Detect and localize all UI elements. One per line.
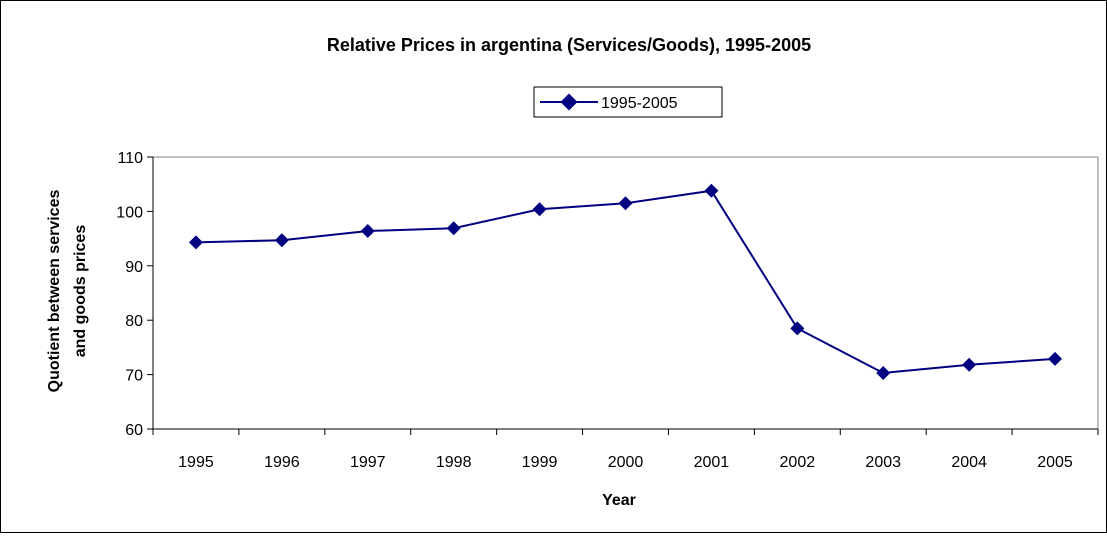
y-tick-label: 60 [125,422,143,439]
data-point-marker [274,233,289,248]
data-point-marker [532,202,547,217]
x-tick-label: 2005 [1037,454,1073,471]
series-line [195,189,1056,374]
y-tick-label: 90 [125,259,143,276]
y-tick-label: 70 [125,368,143,385]
plot-area: 60 70 80 90 100 110 1995 1996 1997 1998 1999 2000 20… [116,150,1099,471]
data-point-marker [876,365,891,380]
x-tick-label: 2003 [865,454,901,471]
legend-label: 1995-2005 [601,95,678,112]
x-tick-label: 2001 [694,454,730,471]
x-tick-label: 2002 [780,454,816,471]
data-point-marker [704,183,719,198]
data-point-marker [188,235,203,250]
y-axis-title-line-1: Quotient between services [46,190,63,393]
x-tick-label: 1995 [178,454,214,471]
legend-diamond-marker [560,93,578,111]
x-tick-label: 1997 [350,454,386,471]
chart-title: Relative Prices in argentina (Services/G… [327,35,811,55]
x-tick-label: 2000 [608,454,644,471]
x-tick-label: 1998 [436,454,472,471]
y-axis-title: Quotient between services and goods pric… [46,190,89,393]
data-point-marker [790,321,805,336]
data-point-marker [446,221,461,236]
y-axis-title-line-2: and goods prices [72,225,89,358]
data-point-marker [962,357,977,372]
x-tick-label: 1999 [522,454,558,471]
data-point-marker [618,196,633,211]
y-tick-label: 100 [116,204,143,221]
y-tick-label: 80 [125,313,143,330]
x-axis-title: Year [602,492,636,509]
y-tick-label: 110 [117,150,143,167]
legend: 1995-2005 [533,86,723,118]
data-point-marker [360,223,375,238]
x-tick-label: 1996 [264,454,300,471]
data-point-marker [1048,351,1063,366]
x-tick-label: 2004 [951,454,987,471]
